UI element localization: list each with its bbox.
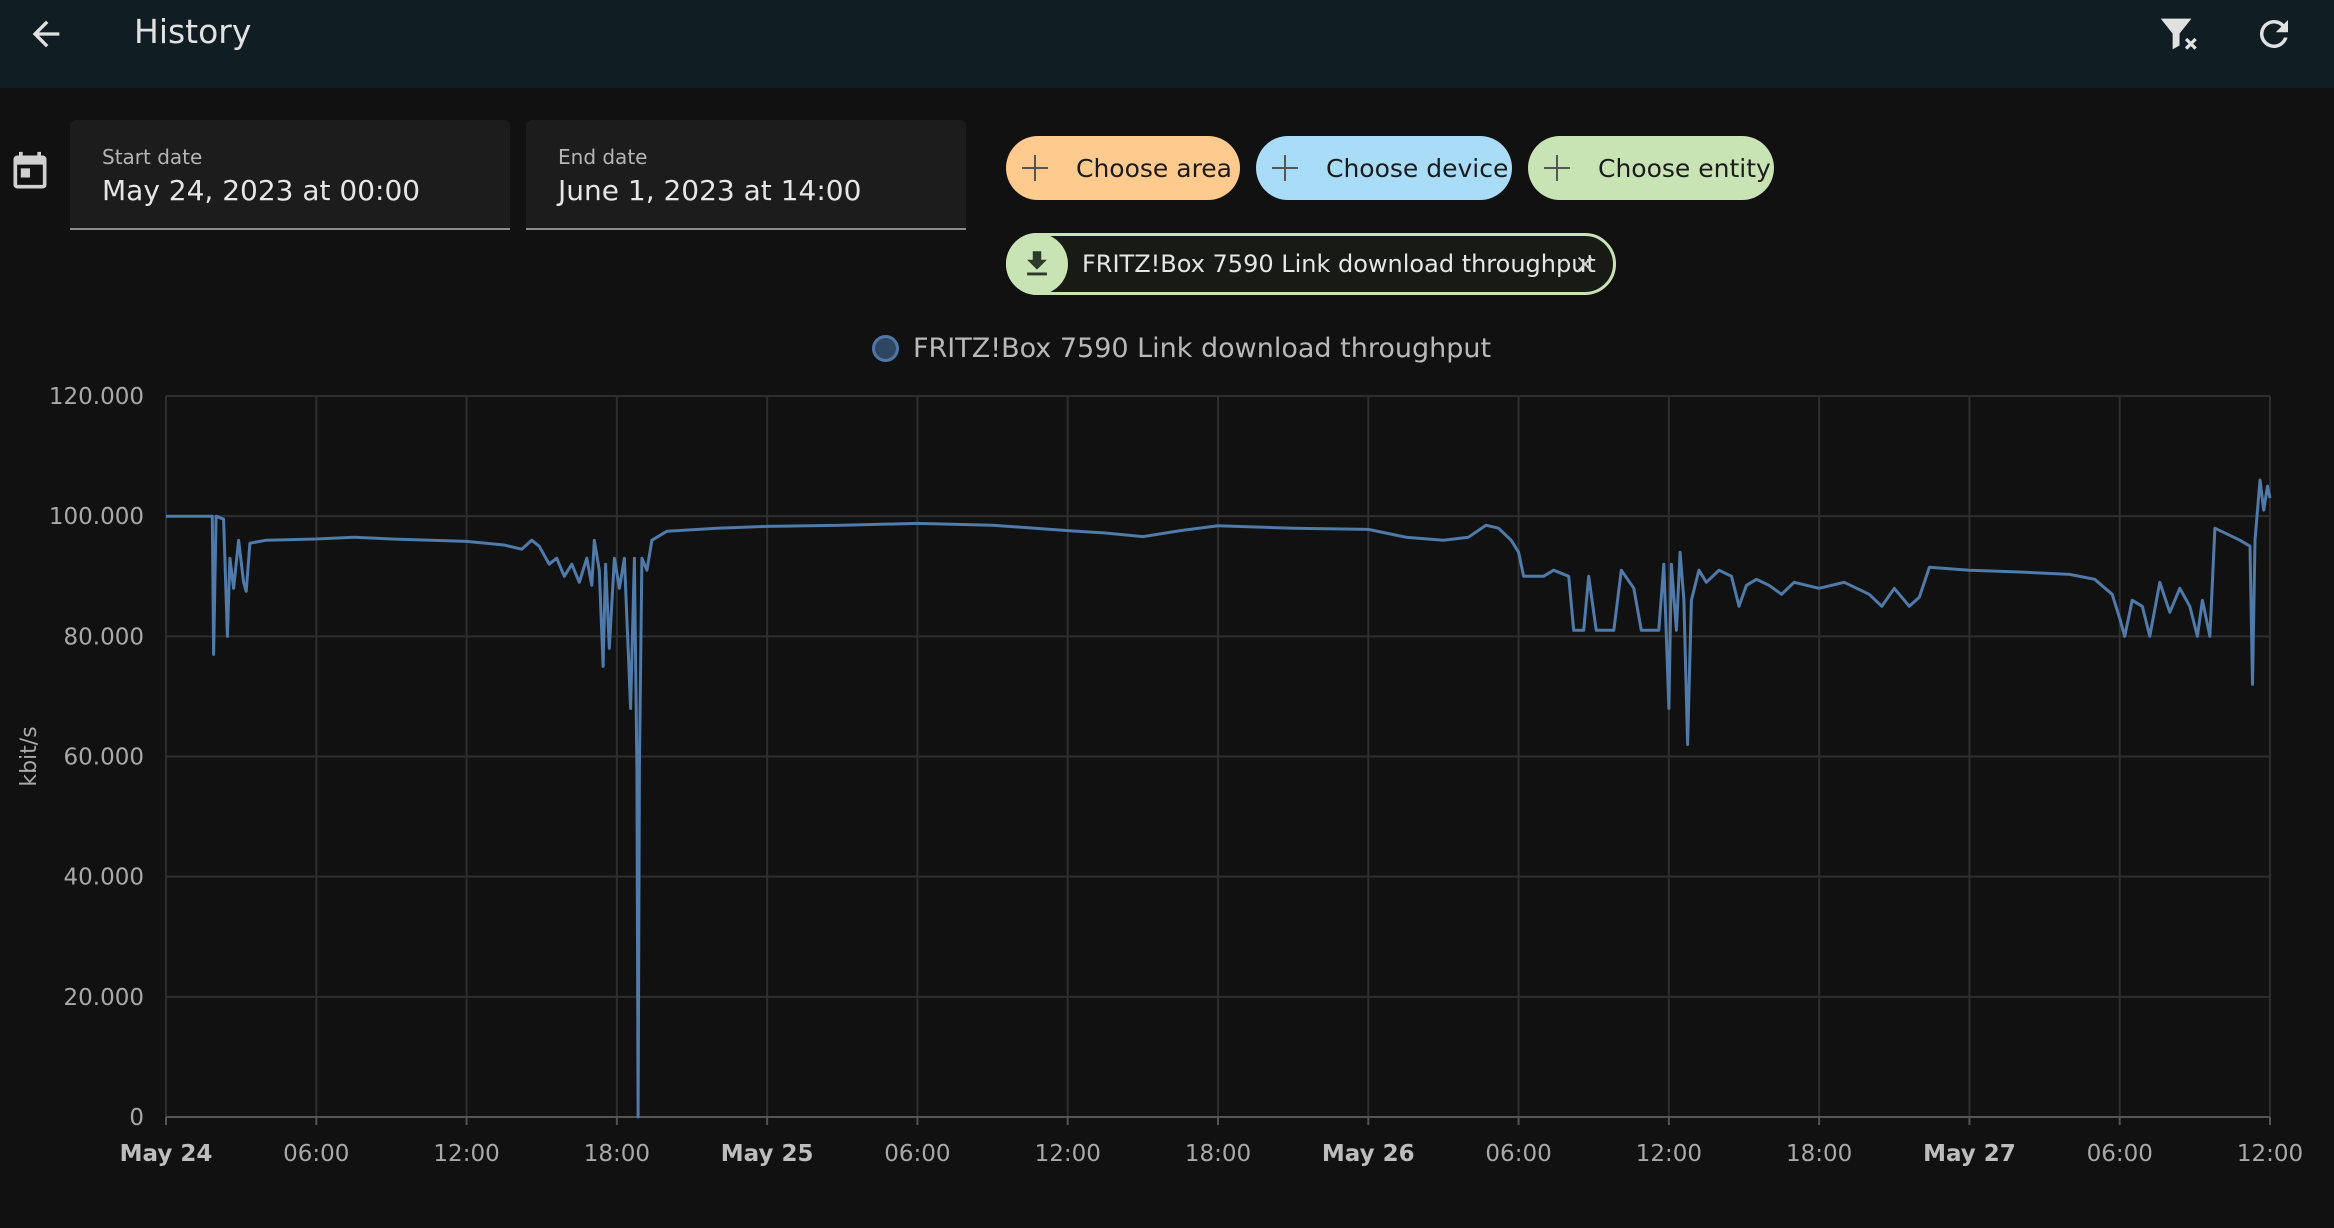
x-tick-label: 18:00 <box>1786 1141 1852 1167</box>
x-tick-label: 18:00 <box>1185 1141 1251 1167</box>
x-tick-label: 12:00 <box>433 1141 499 1167</box>
refresh-button[interactable] <box>2248 8 2300 60</box>
entity-chip-icon-container <box>1006 233 1068 295</box>
start-date-value: May 24, 2023 at 00:00 <box>102 174 421 207</box>
y-tick-label: 40.000 <box>64 865 144 891</box>
selected-entity-label: FRITZ!Box 7590 Link download throughput <box>1082 250 1596 278</box>
x-tick-label: 12:00 <box>1636 1141 1702 1167</box>
remove-entity-button[interactable] <box>1569 248 1601 280</box>
date-range-picker-button[interactable] <box>8 150 52 198</box>
series-line <box>166 478 2272 1119</box>
x-tick-label: 06:00 <box>1485 1141 1551 1167</box>
refresh-icon <box>2259 19 2288 48</box>
filter-remove-icon <box>2160 18 2197 50</box>
plus-icon <box>1544 155 1570 181</box>
x-tick-label: May 27 <box>1923 1141 2016 1167</box>
choose-entity-label: Choose entity <box>1598 153 1771 183</box>
x-tick-label: May 24 <box>120 1141 213 1167</box>
x-tick-label: May 25 <box>721 1141 814 1167</box>
start-date-label: Start date <box>102 145 203 169</box>
choose-device-label: Choose device <box>1326 153 1509 183</box>
page-title: History <box>134 12 252 51</box>
choose-area-label: Choose area <box>1076 153 1232 183</box>
x-tick-label: 06:00 <box>884 1141 950 1167</box>
plus-icon <box>1272 155 1298 181</box>
top-app-bar: History <box>0 0 2334 88</box>
chart-legend-item[interactable]: FRITZ!Box 7590 Link download throughput <box>872 330 1491 366</box>
arrow-left-icon <box>32 20 60 48</box>
x-tick-label: 12:00 <box>1035 1141 1101 1167</box>
start-date-field[interactable]: Start date May 24, 2023 at 00:00 <box>70 120 510 230</box>
y-tick-label: 0 <box>129 1105 144 1131</box>
end-date-label: End date <box>558 145 648 169</box>
x-tick-label: 18:00 <box>584 1141 650 1167</box>
y-tick-label: 100.000 <box>49 504 144 530</box>
plus-icon <box>1022 155 1048 181</box>
choose-entity-button[interactable]: Choose entity <box>1528 136 1774 200</box>
selected-entity-chip[interactable]: FRITZ!Box 7590 Link download throughput <box>1006 233 1616 295</box>
y-axis-label: kbit/s <box>17 726 42 786</box>
legend-label: FRITZ!Box 7590 Link download throughput <box>913 332 1492 364</box>
y-tick-label: 80.000 <box>64 624 144 650</box>
x-tick-label: 06:00 <box>2087 1141 2153 1167</box>
y-tick-label: 20.000 <box>64 985 144 1011</box>
legend-color-dot <box>872 334 899 362</box>
x-tick-label: 12:00 <box>2237 1141 2303 1167</box>
end-date-field[interactable]: End date June 1, 2023 at 14:00 <box>526 120 966 230</box>
y-tick-label: 60.000 <box>64 745 144 771</box>
close-icon <box>1578 257 1592 271</box>
x-tick-label: 06:00 <box>283 1141 349 1167</box>
calendar-icon <box>13 151 47 189</box>
history-line-chart: 0 20.000 40.000 60.000 80.000 100.000 120.000 M… <box>17 384 2303 1167</box>
back-button[interactable] <box>22 10 70 58</box>
clear-filter-button[interactable] <box>2152 8 2204 60</box>
choose-area-button[interactable]: Choose area <box>1006 136 1240 200</box>
y-tick-label: 120.000 <box>49 384 144 410</box>
end-date-value: June 1, 2023 at 14:00 <box>558 174 862 207</box>
choose-device-button[interactable]: Choose device <box>1256 136 1512 200</box>
download-icon <box>1027 251 1047 276</box>
x-tick-label: May 26 <box>1322 1141 1415 1167</box>
